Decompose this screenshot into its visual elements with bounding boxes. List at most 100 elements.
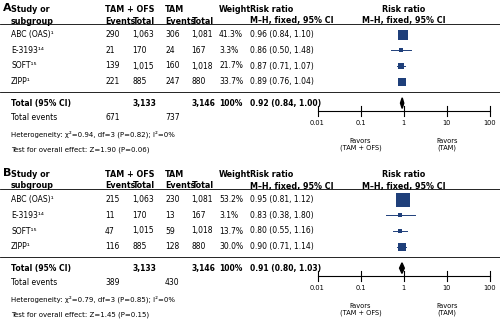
Text: 389: 389 (105, 278, 120, 287)
Text: 290: 290 (105, 30, 120, 39)
Text: 1,081: 1,081 (192, 195, 213, 204)
Text: 0.90 (0.71, 1.14): 0.90 (0.71, 1.14) (250, 242, 314, 251)
Text: 0.95 (0.81, 1.12): 0.95 (0.81, 1.12) (250, 195, 314, 204)
Text: 10: 10 (442, 120, 451, 126)
Text: M–H, fixed, 95% CI: M–H, fixed, 95% CI (250, 182, 334, 190)
Text: 0.86 (0.50, 1.48): 0.86 (0.50, 1.48) (250, 46, 314, 55)
Text: SOFT¹⁵: SOFT¹⁵ (11, 226, 36, 236)
Polygon shape (400, 98, 404, 108)
Text: 230: 230 (165, 195, 180, 204)
Text: 59: 59 (165, 226, 175, 236)
Text: Favors
(TAM + OFS): Favors (TAM + OFS) (340, 303, 382, 316)
Text: Risk ratio: Risk ratio (382, 170, 426, 179)
Polygon shape (400, 263, 404, 273)
Text: Events: Events (165, 182, 196, 190)
Text: 1,081: 1,081 (192, 30, 213, 39)
Text: TAM: TAM (165, 170, 184, 179)
Text: 0.1: 0.1 (356, 285, 366, 291)
Text: 24: 24 (165, 46, 174, 55)
Text: Weight: Weight (219, 170, 251, 179)
Text: 21: 21 (105, 46, 115, 55)
Text: 0.91 (0.80, 1.03): 0.91 (0.80, 1.03) (250, 264, 321, 273)
Text: Total (95% CI): Total (95% CI) (11, 99, 71, 108)
Text: Heterogeneity: χ²=0.79, df=3 (P=0.85); I²=0%: Heterogeneity: χ²=0.79, df=3 (P=0.85); I… (11, 296, 175, 303)
Text: Risk ratio: Risk ratio (250, 5, 293, 14)
Text: Test for overall effect: Z=1.45 (P=0.15): Test for overall effect: Z=1.45 (P=0.15) (11, 312, 149, 318)
Text: 128: 128 (165, 242, 179, 251)
Text: 100: 100 (484, 120, 496, 126)
Text: Risk ratio: Risk ratio (250, 170, 293, 179)
Text: 1,063: 1,063 (132, 30, 154, 39)
Text: 3,146: 3,146 (192, 264, 216, 273)
Text: 3.1%: 3.1% (219, 211, 238, 220)
Text: ZIPP¹: ZIPP¹ (11, 242, 31, 251)
Text: 3,146: 3,146 (192, 99, 216, 108)
Text: 21.7%: 21.7% (219, 61, 243, 71)
Text: 47: 47 (105, 226, 115, 236)
Text: 885: 885 (132, 77, 147, 86)
Text: 885: 885 (132, 242, 147, 251)
Text: 170: 170 (132, 46, 147, 55)
Text: ABC (OAS)¹: ABC (OAS)¹ (11, 30, 53, 39)
Text: 0.92 (0.84, 1.00): 0.92 (0.84, 1.00) (250, 99, 321, 108)
Text: Favors
(TAM): Favors (TAM) (436, 303, 458, 316)
Text: 0.96 (0.84, 1.10): 0.96 (0.84, 1.10) (250, 30, 314, 39)
Text: TAM: TAM (165, 5, 184, 14)
Text: 880: 880 (192, 242, 206, 251)
Text: 430: 430 (165, 278, 180, 287)
Text: 53.2%: 53.2% (219, 195, 243, 204)
Text: 1,015: 1,015 (132, 61, 154, 71)
Text: B: B (2, 168, 11, 178)
Text: 170: 170 (132, 211, 147, 220)
Text: 116: 116 (105, 242, 120, 251)
Text: subgroup: subgroup (11, 182, 54, 190)
Text: 306: 306 (165, 30, 180, 39)
Text: 167: 167 (192, 46, 206, 55)
Text: A: A (2, 3, 11, 13)
Text: Favors
(TAM): Favors (TAM) (436, 138, 458, 151)
Text: 1,018: 1,018 (192, 61, 213, 71)
Text: Favors
(TAM + OFS): Favors (TAM + OFS) (340, 138, 382, 151)
Text: Test for overall effect: Z=1.90 (P=0.06): Test for overall effect: Z=1.90 (P=0.06) (11, 147, 149, 153)
Text: subgroup: subgroup (11, 16, 54, 25)
Text: 1,015: 1,015 (132, 226, 154, 236)
Text: 0.1: 0.1 (356, 120, 366, 126)
Text: Events: Events (105, 16, 136, 25)
Text: 1,063: 1,063 (132, 195, 154, 204)
Text: Weight: Weight (219, 5, 251, 14)
Text: 1: 1 (402, 120, 406, 126)
Text: 737: 737 (165, 113, 180, 122)
Text: Heterogeneity: χ²=0.94, df=3 (P=0.82); I²=0%: Heterogeneity: χ²=0.94, df=3 (P=0.82); I… (11, 131, 175, 138)
Text: 3,133: 3,133 (132, 264, 156, 273)
Text: 0.87 (0.71, 1.07): 0.87 (0.71, 1.07) (250, 61, 314, 71)
Text: 215: 215 (105, 195, 120, 204)
Text: 167: 167 (192, 211, 206, 220)
Text: 100: 100 (484, 285, 496, 291)
Text: Risk ratio: Risk ratio (382, 5, 426, 14)
Text: Total: Total (132, 182, 154, 190)
Text: 10: 10 (442, 285, 451, 291)
Text: M–H, fixed, 95% CI: M–H, fixed, 95% CI (362, 16, 446, 25)
Text: Total: Total (132, 16, 154, 25)
Text: 33.7%: 33.7% (219, 77, 243, 86)
Text: ABC (OAS)¹: ABC (OAS)¹ (11, 195, 53, 204)
Text: 247: 247 (165, 77, 180, 86)
Text: Study or: Study or (11, 170, 50, 179)
Text: ZIPP¹: ZIPP¹ (11, 77, 31, 86)
Text: M–H, fixed, 95% CI: M–H, fixed, 95% CI (362, 182, 446, 190)
Text: 0.80 (0.55, 1.16): 0.80 (0.55, 1.16) (250, 226, 314, 236)
Text: 0.83 (0.38, 1.80): 0.83 (0.38, 1.80) (250, 211, 314, 220)
Text: 100%: 100% (219, 264, 242, 273)
Text: 30.0%: 30.0% (219, 242, 243, 251)
Text: TAM + OFS: TAM + OFS (105, 5, 154, 14)
Text: Total events: Total events (11, 278, 57, 287)
Text: E-3193¹⁴: E-3193¹⁴ (11, 46, 44, 55)
Text: Total events: Total events (11, 113, 57, 122)
Text: 221: 221 (105, 77, 120, 86)
Text: 139: 139 (105, 61, 120, 71)
Text: Total: Total (192, 182, 214, 190)
Text: 160: 160 (165, 61, 180, 71)
Text: 3.3%: 3.3% (219, 46, 238, 55)
Text: Total (95% CI): Total (95% CI) (11, 264, 71, 273)
Text: 100%: 100% (219, 99, 242, 108)
